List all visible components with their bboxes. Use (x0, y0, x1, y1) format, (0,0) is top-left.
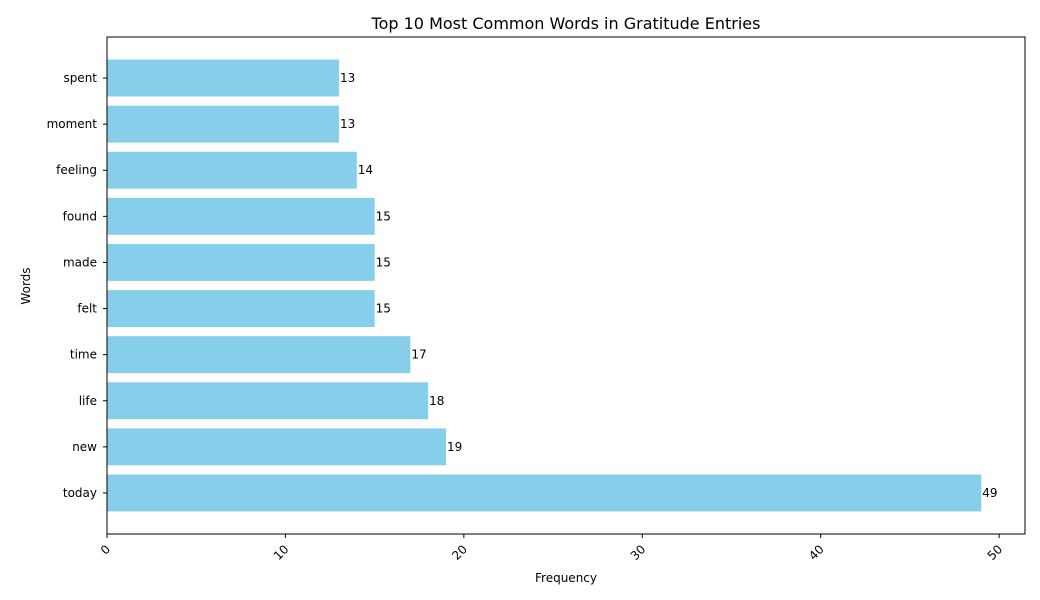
y-axis-label: Words (19, 267, 33, 304)
y-tick-label-time: time (70, 348, 97, 362)
y-tick-label-life: life (79, 394, 97, 408)
bar-new (107, 428, 447, 466)
bar-moment (107, 105, 339, 143)
data-label-life: 18 (429, 394, 444, 408)
data-label-felt: 15 (376, 302, 391, 316)
x-tick-label-40: 40 (806, 542, 827, 563)
bar-made (107, 244, 375, 281)
y-tick-label-feeling: feeling (56, 163, 97, 177)
x-tick-label-30: 30 (628, 542, 649, 563)
bar-life (107, 382, 429, 420)
y-tick-label-moment: moment (47, 117, 98, 131)
x-tick-label-10: 10 (271, 542, 292, 563)
bar-felt (107, 290, 375, 327)
bar-today (107, 474, 982, 512)
data-label-new: 19 (447, 440, 462, 454)
plot-frame (106, 36, 1026, 535)
plot-area: 49 19 18 17 15 15 15 14 13 13 (107, 59, 998, 512)
y-tick-label-found: found (63, 209, 97, 223)
y-tick-label-new: new (72, 440, 97, 454)
data-label-time: 17 (411, 348, 426, 362)
x-axis: 0 10 20 30 40 50 (98, 534, 1005, 563)
chart-title: Top 10 Most Common Words in Gratitude En… (371, 14, 761, 33)
data-label-today: 49 (982, 486, 997, 500)
x-tick-label-50: 50 (985, 542, 1006, 563)
x-tick-label-0: 0 (98, 542, 113, 557)
x-axis-label: Frequency (535, 571, 597, 585)
y-axis: today new life time felt made found feeling mome… (47, 71, 107, 500)
y-tick-label-today: today (63, 486, 97, 500)
bar-spent (107, 59, 339, 97)
y-tick-label-spent: spent (63, 71, 97, 85)
data-label-spent: 13 (340, 71, 355, 85)
data-label-feeling: 14 (358, 163, 373, 177)
data-label-made: 15 (376, 255, 391, 269)
data-label-found: 15 (376, 209, 391, 223)
y-tick-label-felt: felt (77, 302, 97, 316)
bar-found (107, 197, 375, 235)
x-tick-label-20: 20 (449, 542, 470, 563)
data-label-moment: 13 (340, 117, 355, 131)
y-tick-label-made: made (63, 255, 97, 269)
bar-time (107, 336, 411, 374)
bar-feeling (107, 151, 357, 189)
